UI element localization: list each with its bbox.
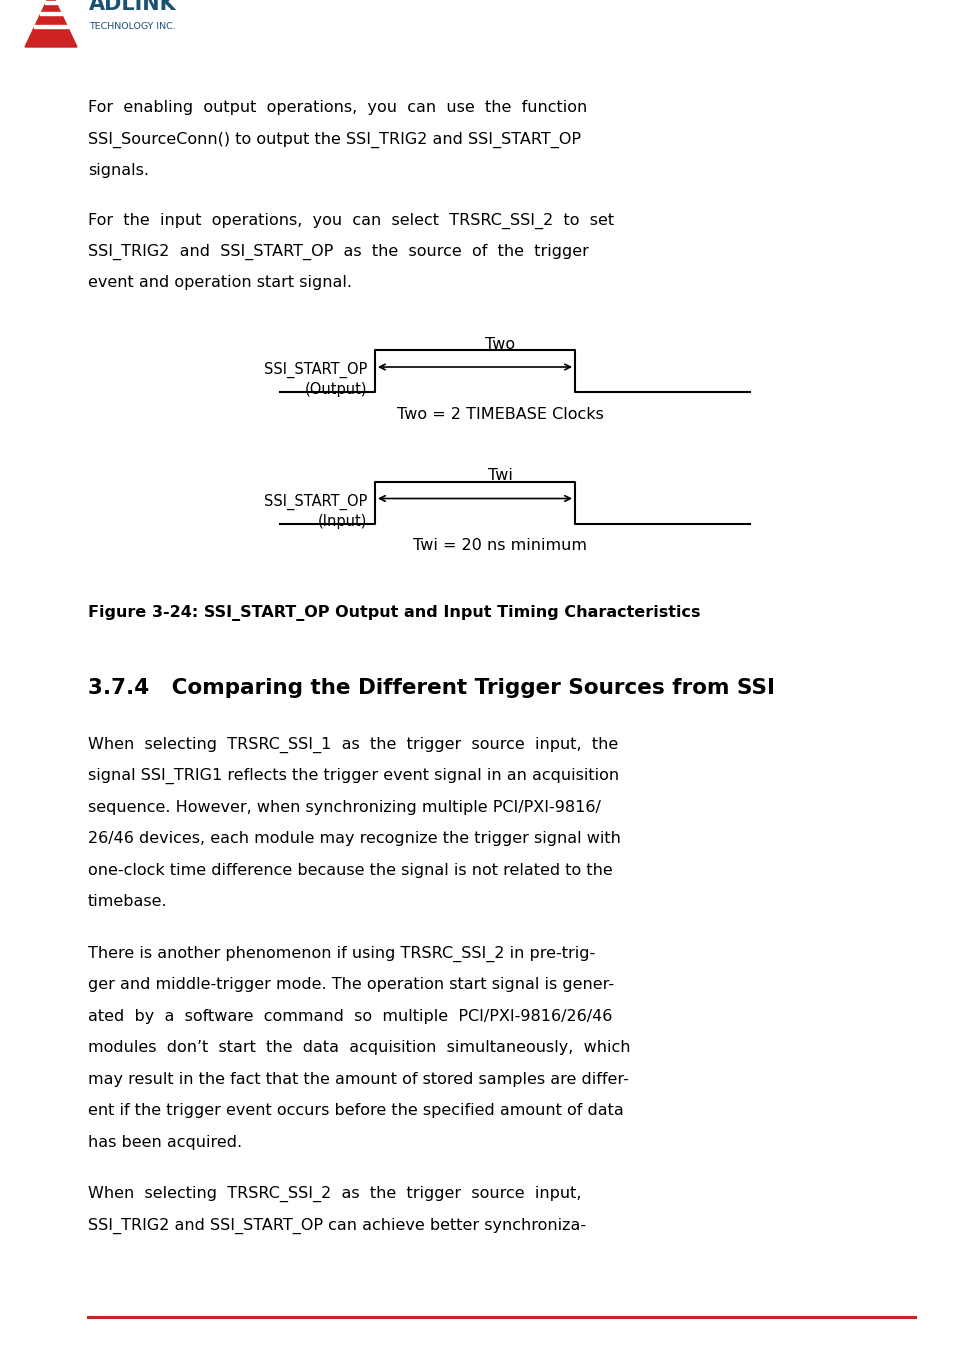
Text: SSI_START_OP: SSI_START_OP	[263, 362, 367, 379]
Text: When  selecting  TRSRC_SSI_2  as  the  trigger  source  input,: When selecting TRSRC_SSI_2 as the trigge…	[88, 1186, 581, 1202]
Text: ent if the trigger event occurs before the specified amount of data: ent if the trigger event occurs before t…	[88, 1103, 623, 1118]
Text: (Output): (Output)	[304, 383, 367, 397]
Text: Two: Two	[484, 337, 515, 352]
Text: ated  by  a  software  command  so  multiple  PCI/PXI-9816/26/46: ated by a software command so multiple P…	[88, 1009, 612, 1023]
Text: signal SSI_TRIG1 reflects the trigger event signal in an acquisition: signal SSI_TRIG1 reflects the trigger ev…	[88, 768, 618, 784]
Text: has been acquired.: has been acquired.	[88, 1134, 242, 1149]
Text: sequence. However, when synchronizing multiple PCI/PXI-9816/: sequence. However, when synchronizing mu…	[88, 799, 600, 814]
Text: may result in the fact that the amount of stored samples are differ-: may result in the fact that the amount o…	[88, 1072, 628, 1087]
Polygon shape	[45, 1, 56, 4]
Polygon shape	[25, 0, 77, 47]
Text: Twi: Twi	[487, 469, 512, 484]
Text: Figure 3-24: SSI_START_OP Output and Input Timing Characteristics: Figure 3-24: SSI_START_OP Output and Inp…	[88, 604, 700, 621]
Text: 3.7.4   Comparing the Different Trigger Sources from SSI: 3.7.4 Comparing the Different Trigger So…	[88, 679, 774, 699]
Text: TECHNOLOGY INC.: TECHNOLOGY INC.	[89, 22, 175, 31]
Text: one-clock time difference because the signal is not related to the: one-clock time difference because the si…	[88, 863, 612, 877]
Text: Twi = 20 ns minimum: Twi = 20 ns minimum	[413, 538, 586, 553]
Text: SSI_SourceConn() to output the SSI_TRIG2 and SSI_START_OP: SSI_SourceConn() to output the SSI_TRIG2…	[88, 131, 580, 147]
Text: There is another phenomenon if using TRSRC_SSI_2 in pre-trig-: There is another phenomenon if using TRS…	[88, 945, 595, 961]
Text: timebase.: timebase.	[88, 894, 168, 909]
Text: ger and middle-trigger mode. The operation start signal is gener-: ger and middle-trigger mode. The operati…	[88, 977, 614, 992]
Polygon shape	[34, 24, 68, 28]
Text: 26/46 devices, each module may recognize the trigger signal with: 26/46 devices, each module may recognize…	[88, 831, 620, 846]
Text: SSI_START_OP: SSI_START_OP	[263, 493, 367, 510]
Text: When  selecting  TRSRC_SSI_1  as  the  trigger  source  input,  the: When selecting TRSRC_SSI_1 as the trigge…	[88, 737, 618, 753]
Text: For  enabling  output  operations,  you  can  use  the  function: For enabling output operations, you can …	[88, 100, 587, 115]
Polygon shape	[40, 12, 62, 15]
Text: event and operation start signal.: event and operation start signal.	[88, 276, 352, 291]
Text: modules  don’t  start  the  data  acquisition  simultaneously,  which: modules don’t start the data acquisition…	[88, 1040, 630, 1055]
Text: For  the  input  operations,  you  can  select  TRSRC_SSI_2  to  set: For the input operations, you can select…	[88, 212, 614, 228]
Text: (Input): (Input)	[317, 514, 367, 529]
Text: signals.: signals.	[88, 164, 149, 178]
Text: ADLINK: ADLINK	[89, 0, 176, 14]
Text: SSI_TRIG2  and  SSI_START_OP  as  the  source  of  the  trigger: SSI_TRIG2 and SSI_START_OP as the source…	[88, 243, 588, 260]
Text: Two = 2 TIMEBASE Clocks: Two = 2 TIMEBASE Clocks	[396, 407, 603, 422]
Text: SSI_TRIG2 and SSI_START_OP can achieve better synchroniza-: SSI_TRIG2 and SSI_START_OP can achieve b…	[88, 1218, 585, 1234]
